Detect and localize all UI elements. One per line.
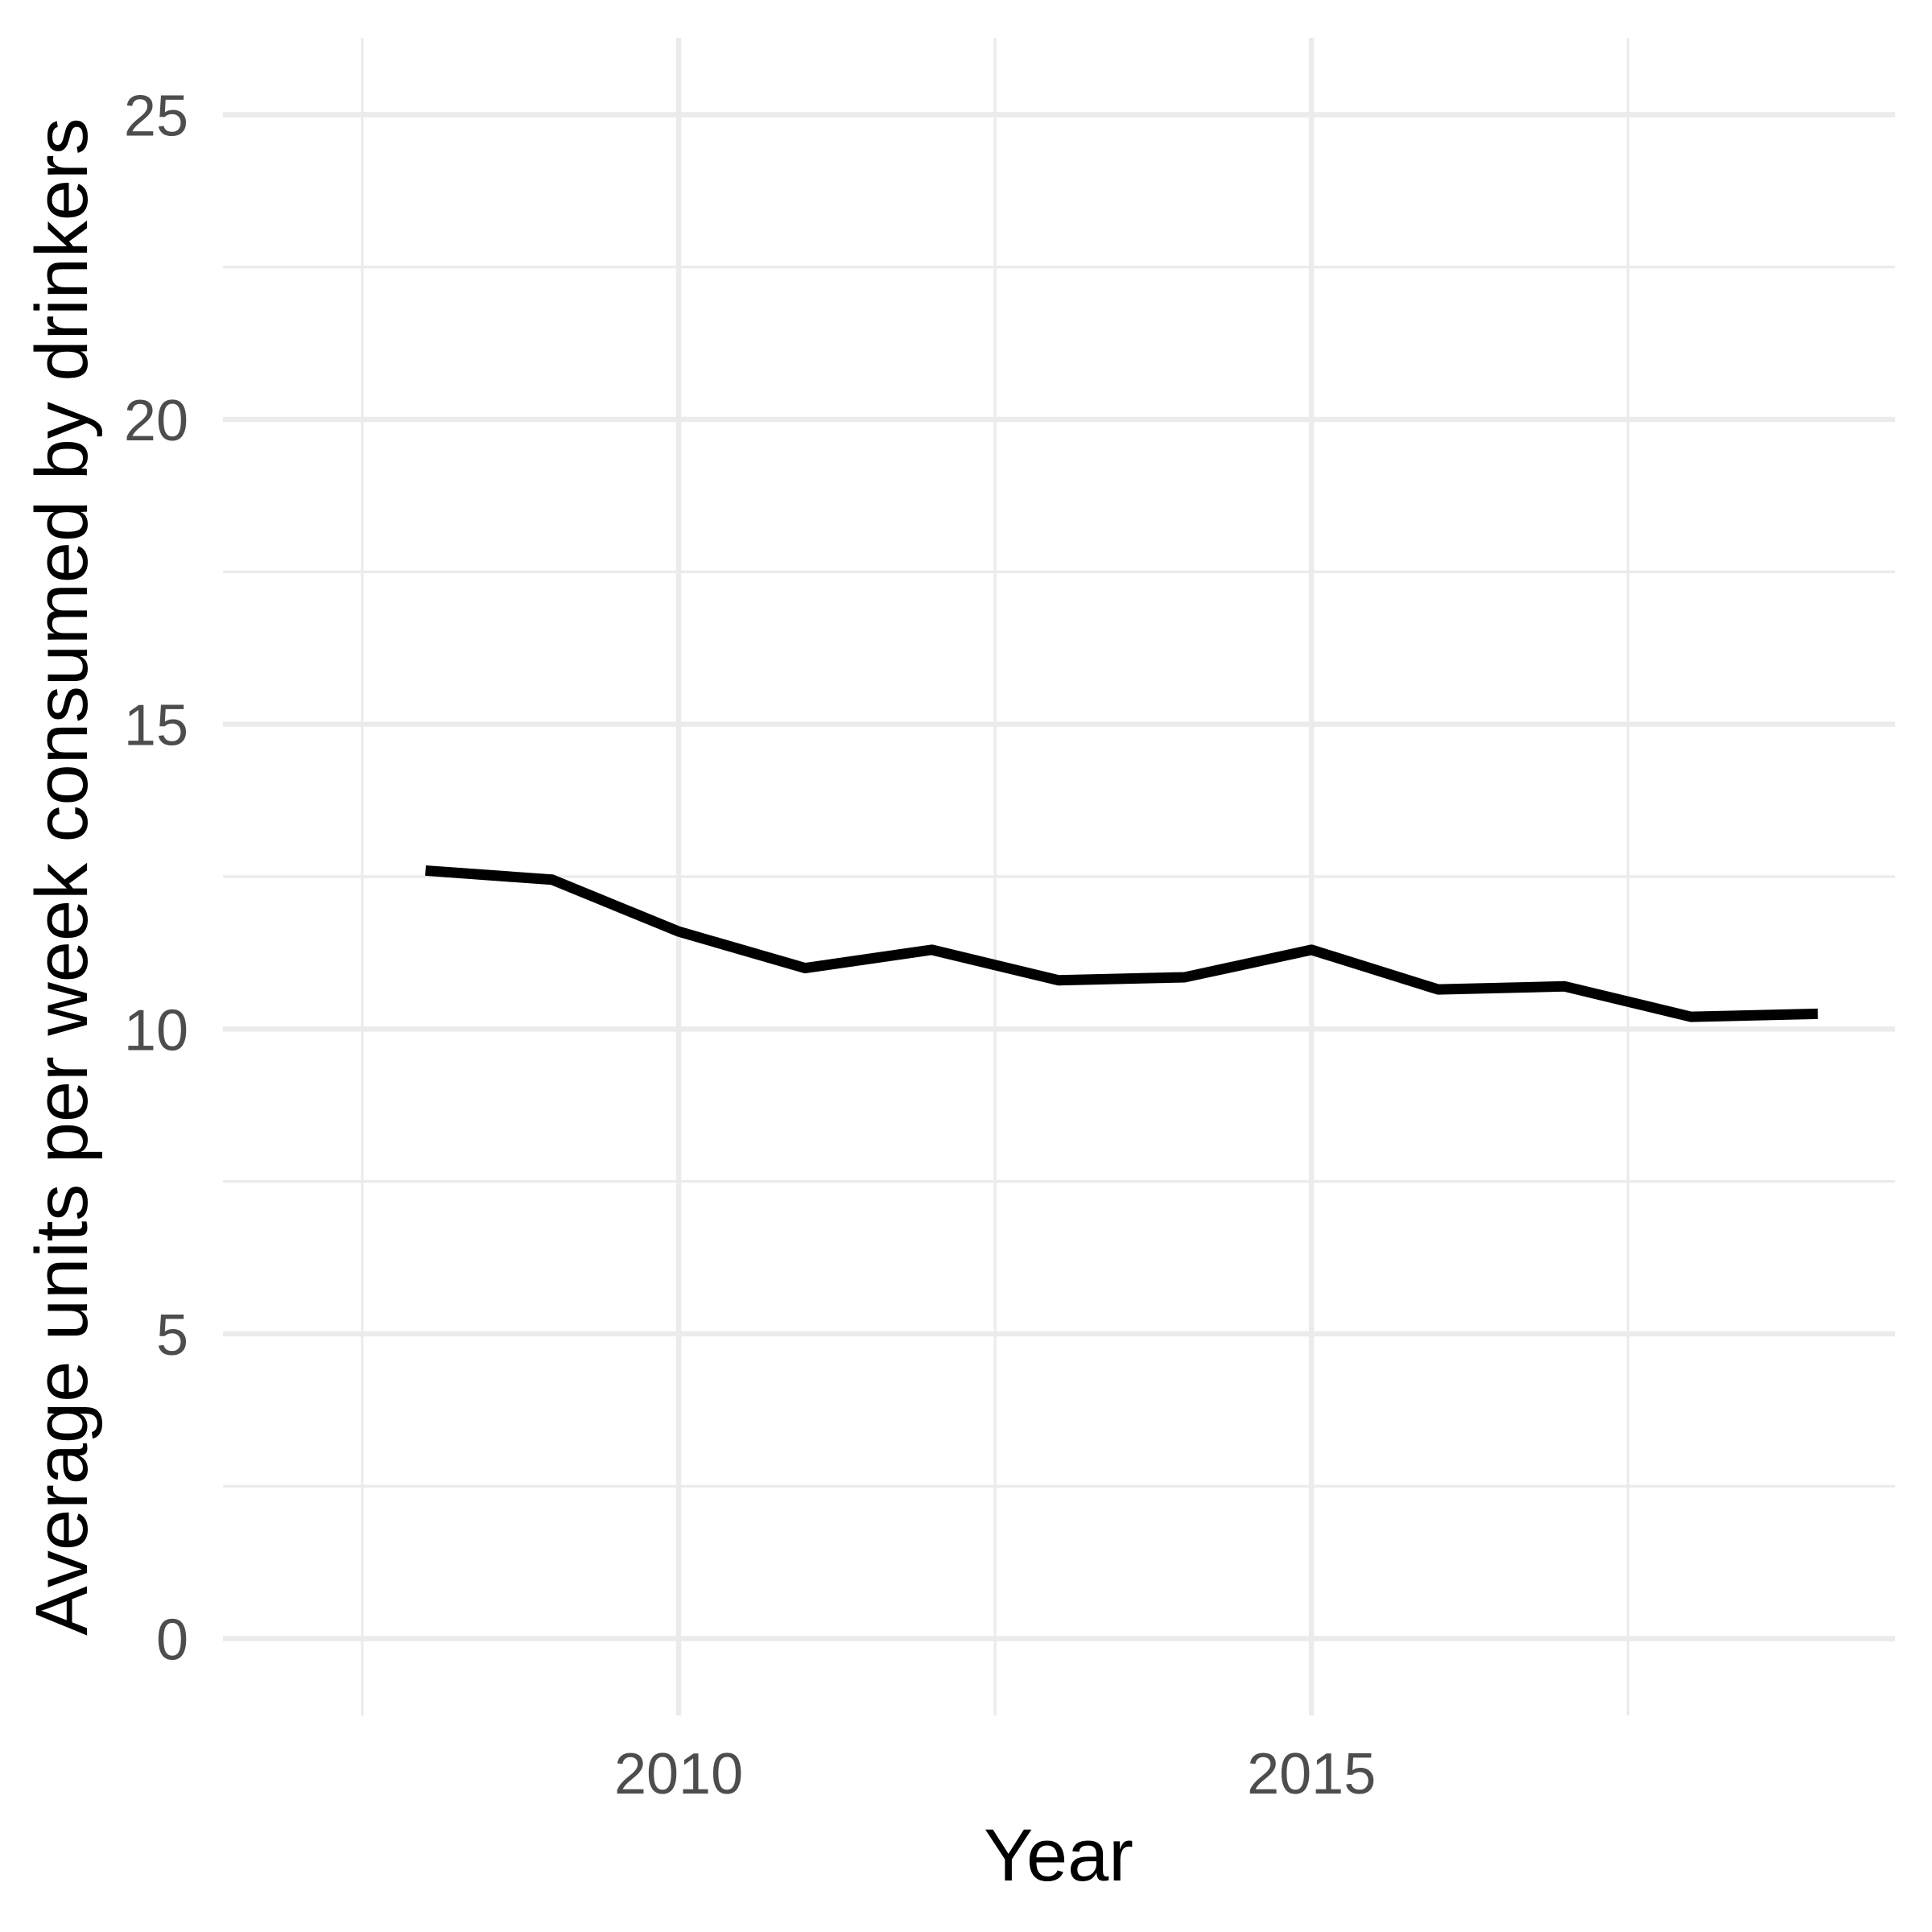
y-tick-label: 10 <box>124 998 188 1063</box>
y-tick-label: 15 <box>124 694 188 758</box>
y-tick-label: 5 <box>156 1303 188 1368</box>
y-tick-label: 25 <box>124 84 188 148</box>
y-tick-label: 0 <box>156 1608 188 1673</box>
y-tick-label: 20 <box>124 389 188 453</box>
plot-panel: 0 5 10 15 20 25 2010 2015 <box>124 38 1895 1806</box>
data-line-average-units <box>425 865 1818 1022</box>
x-tick-label: 2010 <box>614 1742 743 1806</box>
x-tick-label: 2015 <box>1247 1742 1376 1806</box>
y-axis-title: Average units per week consumed by drink… <box>21 118 103 1635</box>
x-axis-title: Year <box>984 1814 1133 1897</box>
